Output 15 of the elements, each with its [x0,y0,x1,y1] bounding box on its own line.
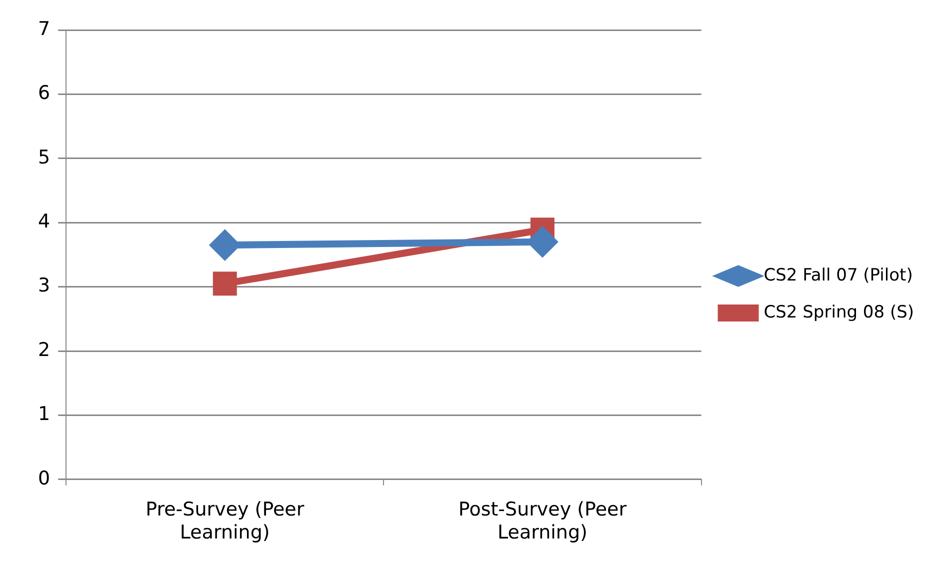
y-tick-label: 3 [38,274,50,297]
y-tick-label: 5 [38,146,50,168]
x-tick-label: Post-Survey (Peer Learning) [458,498,627,544]
point [212,272,237,296]
y-tick-label: 6 [38,82,50,104]
y-tick-label: 2 [38,338,50,361]
y-tick-label: 7 [38,18,50,40]
legend-label: CS2 Spring 08 (S) [764,302,914,322]
x-tick-label: Pre-Survey (Peer Learning) [146,498,304,544]
point [210,230,240,260]
point [528,227,557,256]
y-tick-label: 4 [38,210,50,233]
y-tick-label: 1 [38,403,50,426]
y-tick-label: 0 [38,467,50,490]
legend-label: CS2 Fall 07 (Pilot) [764,265,913,286]
